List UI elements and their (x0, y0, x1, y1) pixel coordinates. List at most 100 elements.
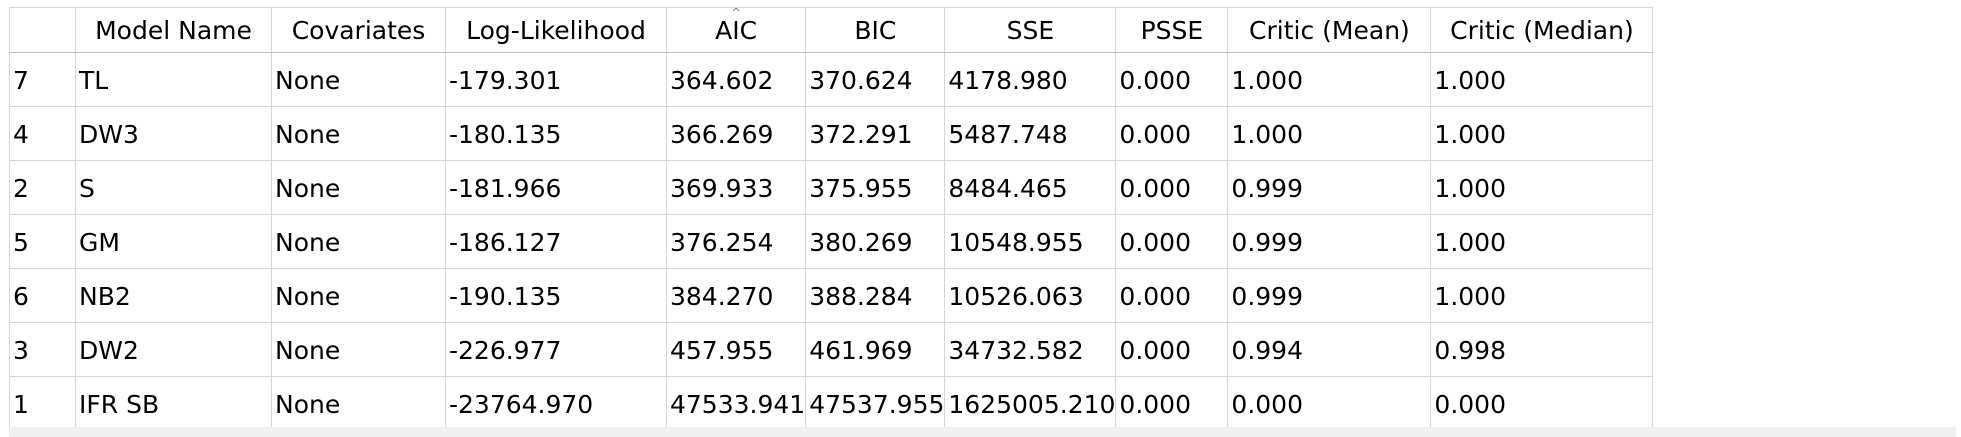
cell-psse[interactable]: 0.000 (1115, 376, 1229, 431)
column-header-label: Critic (Median) (1450, 15, 1634, 45)
cell-psse[interactable]: 0.000 (1115, 160, 1229, 215)
cell-model-name[interactable]: DW2 (75, 322, 272, 377)
cell-covariates[interactable]: None (271, 106, 446, 161)
row-header[interactable]: 7 (9, 52, 76, 107)
cell-model-name[interactable]: GM (75, 214, 272, 269)
cell-psse[interactable]: 0.000 (1115, 268, 1229, 323)
cell-covariates[interactable]: None (271, 160, 446, 215)
column-header-critic-mean[interactable]: Critic (Mean) (1227, 7, 1432, 53)
row-header[interactable]: 1 (9, 376, 76, 431)
cell-covariates[interactable]: None (271, 52, 446, 107)
cell-psse[interactable]: 0.000 (1115, 322, 1229, 377)
cell-aic[interactable]: 384.270 (665, 268, 807, 323)
cell-sse[interactable]: 1625005.210 (944, 376, 1117, 431)
cell-critic-mean[interactable]: 0.999 (1227, 160, 1432, 215)
column-header-label: PSSE (1140, 15, 1204, 45)
cell-critic-median[interactable]: 1.000 (1430, 268, 1654, 323)
cell-critic-mean[interactable]: 1.000 (1227, 106, 1432, 161)
cell-model-name[interactable]: S (75, 160, 272, 215)
column-header-label: Log-Likelihood (466, 15, 646, 45)
cell-log-likelihood[interactable]: -181.966 (445, 160, 667, 215)
cell-critic-median[interactable]: 0.000 (1430, 376, 1654, 431)
cell-model-name[interactable]: NB2 (75, 268, 272, 323)
cell-critic-median[interactable]: 1.000 (1430, 52, 1654, 107)
cell-sse[interactable]: 4178.980 (944, 52, 1117, 107)
cell-sse[interactable]: 34732.582 (944, 322, 1117, 377)
row-header[interactable]: 5 (9, 214, 76, 269)
cell-psse[interactable]: 0.000 (1115, 106, 1229, 161)
cell-psse[interactable]: 0.000 (1115, 214, 1229, 269)
table-row[interactable]: 6 NB2 None -190.135 384.270 388.284 10526.063 0… (9, 268, 1654, 323)
cell-critic-mean[interactable]: 0.999 (1227, 214, 1432, 269)
cell-sse[interactable]: 8484.465 (944, 160, 1117, 215)
row-header[interactable]: 6 (9, 268, 76, 323)
cell-aic[interactable]: 47533.941 (665, 376, 807, 431)
column-header-sse[interactable]: SSE (944, 7, 1117, 53)
cell-sse[interactable]: 5487.748 (944, 106, 1117, 161)
results-table-container: Model Name Covariates Log-Likelihood AIC ^ BI… (9, 7, 1956, 437)
cell-critic-median[interactable]: 0.998 (1430, 322, 1654, 377)
table-header-row: Model Name Covariates Log-Likelihood AIC ^ BI… (9, 7, 1654, 53)
cell-log-likelihood[interactable]: -190.135 (445, 268, 667, 323)
cell-bic[interactable]: 461.969 (805, 322, 946, 377)
cell-aic[interactable]: 457.955 (665, 322, 807, 377)
cell-log-likelihood[interactable]: -23764.970 (445, 376, 667, 431)
column-header-label: SSE (1006, 15, 1055, 45)
cell-bic[interactable]: 388.284 (805, 268, 946, 323)
model-results-table: Model Name Covariates Log-Likelihood AIC ^ BI… (9, 7, 1654, 431)
cell-sse[interactable]: 10526.063 (944, 268, 1117, 323)
cell-critic-median[interactable]: 1.000 (1430, 214, 1654, 269)
cell-bic[interactable]: 47537.955 (805, 376, 946, 431)
cell-bic[interactable]: 375.955 (805, 160, 946, 215)
cell-critic-mean[interactable]: 0.999 (1227, 268, 1432, 323)
cell-sse[interactable]: 10548.955 (944, 214, 1117, 269)
row-header[interactable]: 2 (9, 160, 76, 215)
cell-log-likelihood[interactable]: -226.977 (445, 322, 667, 377)
column-header-model-name[interactable]: Model Name (75, 7, 272, 53)
cell-bic[interactable]: 370.624 (805, 52, 946, 107)
cell-log-likelihood[interactable]: -186.127 (445, 214, 667, 269)
cell-critic-mean[interactable]: 0.994 (1227, 322, 1432, 377)
cell-covariates[interactable]: None (271, 376, 446, 431)
cell-bic[interactable]: 380.269 (805, 214, 946, 269)
cell-aic[interactable]: 369.933 (665, 160, 807, 215)
row-header[interactable]: 4 (9, 106, 76, 161)
cell-covariates[interactable]: None (271, 322, 446, 377)
cell-model-name[interactable]: IFR SB (75, 376, 272, 431)
table-row[interactable]: 2 S None -181.966 369.933 375.955 8484.465 0.00… (9, 160, 1654, 215)
column-header-label: Critic (Mean) (1249, 15, 1410, 45)
table-row[interactable]: 1 IFR SB None -23764.970 47533.941 47537.955 1… (9, 376, 1654, 431)
column-header-log-likelihood[interactable]: Log-Likelihood (445, 7, 667, 53)
table-corner-button[interactable] (9, 7, 76, 53)
column-header-psse[interactable]: PSSE (1115, 7, 1229, 53)
row-header[interactable]: 3 (9, 322, 76, 377)
cell-critic-median[interactable]: 1.000 (1430, 160, 1654, 215)
cell-aic[interactable]: 366.269 (665, 106, 807, 161)
cell-psse[interactable]: 0.000 (1115, 52, 1229, 107)
cell-model-name[interactable]: TL (75, 52, 272, 107)
table-body: 7 TL None -179.301 364.602 370.624 4178.980 0.0… (9, 52, 1654, 431)
column-header-critic-median[interactable]: Critic (Median) (1430, 7, 1654, 53)
column-header-label: BIC (854, 15, 897, 45)
cell-bic[interactable]: 372.291 (805, 106, 946, 161)
cell-log-likelihood[interactable]: -179.301 (445, 52, 667, 107)
table-row[interactable]: 5 GM None -186.127 376.254 380.269 10548.955 0.… (9, 214, 1654, 269)
column-header-bic[interactable]: BIC (805, 7, 946, 53)
cell-log-likelihood[interactable]: -180.135 (445, 106, 667, 161)
column-header-label: AIC (715, 15, 758, 45)
sort-ascending-icon: ^ (731, 7, 741, 19)
cell-critic-mean[interactable]: 0.000 (1227, 376, 1432, 431)
cell-critic-mean[interactable]: 1.000 (1227, 52, 1432, 107)
cell-model-name[interactable]: DW3 (75, 106, 272, 161)
table-row[interactable]: 4 DW3 None -180.135 366.269 372.291 5487.748 0.… (9, 106, 1654, 161)
column-header-aic[interactable]: AIC ^ (665, 7, 807, 53)
cell-aic[interactable]: 364.602 (665, 52, 807, 107)
column-header-covariates[interactable]: Covariates (271, 7, 446, 53)
table-row[interactable]: 3 DW2 None -226.977 457.955 461.969 34732.582 0… (9, 322, 1654, 377)
column-header-label: Model Name (95, 15, 252, 45)
table-row[interactable]: 7 TL None -179.301 364.602 370.624 4178.980 0.0… (9, 52, 1654, 107)
cell-aic[interactable]: 376.254 (665, 214, 807, 269)
cell-covariates[interactable]: None (271, 214, 446, 269)
cell-covariates[interactable]: None (271, 268, 446, 323)
cell-critic-median[interactable]: 1.000 (1430, 106, 1654, 161)
